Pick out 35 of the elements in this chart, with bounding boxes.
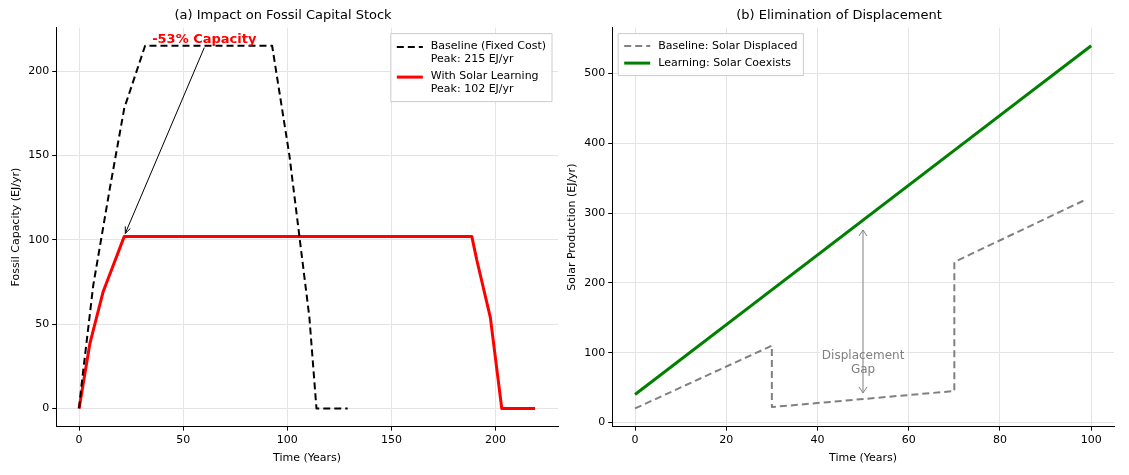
y-tick-label: 50 <box>35 316 50 330</box>
line-series <box>78 44 349 410</box>
chart-title: (b) Elimination of Displacement <box>736 7 942 23</box>
x-tick-label: 100 <box>276 433 298 447</box>
annotation: Displacement Gap <box>821 348 905 377</box>
y-axis-title: Solar Production (EJ/yr) <box>565 163 579 291</box>
y-tick-label: 500 <box>584 66 606 80</box>
annotation: -53% Capacity <box>152 30 257 46</box>
y-axis-title: Fossil Capacity (EJ/yr) <box>9 167 23 287</box>
x-tick-label: 0 <box>631 433 639 447</box>
x-tick-label: 100 <box>1080 433 1102 447</box>
y-tick-label: 300 <box>584 206 606 220</box>
x-tick-label: 0 <box>75 433 83 447</box>
x-tick-label: 60 <box>901 433 916 447</box>
x-tick-label: 150 <box>380 433 402 447</box>
y-tick-label: 100 <box>28 232 50 246</box>
x-tick-label: 80 <box>992 433 1007 447</box>
legend-label: Baseline: Solar Displaced <box>658 38 798 52</box>
x-tick-label: 40 <box>810 433 825 447</box>
y-tick-label: 400 <box>584 136 606 150</box>
legend-label: Learning: Solar Coexists <box>658 55 792 69</box>
y-tick-label: 0 <box>42 401 50 415</box>
legend-label: Baseline (Fixed Cost) Peak: 215 EJ/yr <box>430 38 547 65</box>
x-tick-label: 50 <box>176 433 191 447</box>
x-axis-title: Time (Years) <box>828 451 898 465</box>
y-tick-label: 100 <box>584 345 606 359</box>
y-tick-label: 150 <box>28 148 50 162</box>
legend-label: With Solar Learning Peak: 102 EJ/yr <box>430 68 539 95</box>
y-tick-label: 0 <box>598 415 606 429</box>
y-tick-label: 200 <box>28 63 50 77</box>
chart-title: (a) Impact on Fossil Capital Stock <box>174 7 393 23</box>
y-tick-label: 200 <box>584 275 606 289</box>
x-axis-title: Time (Years) <box>272 451 342 465</box>
x-tick-label: 20 <box>719 433 734 447</box>
x-tick-label: 200 <box>485 433 507 447</box>
